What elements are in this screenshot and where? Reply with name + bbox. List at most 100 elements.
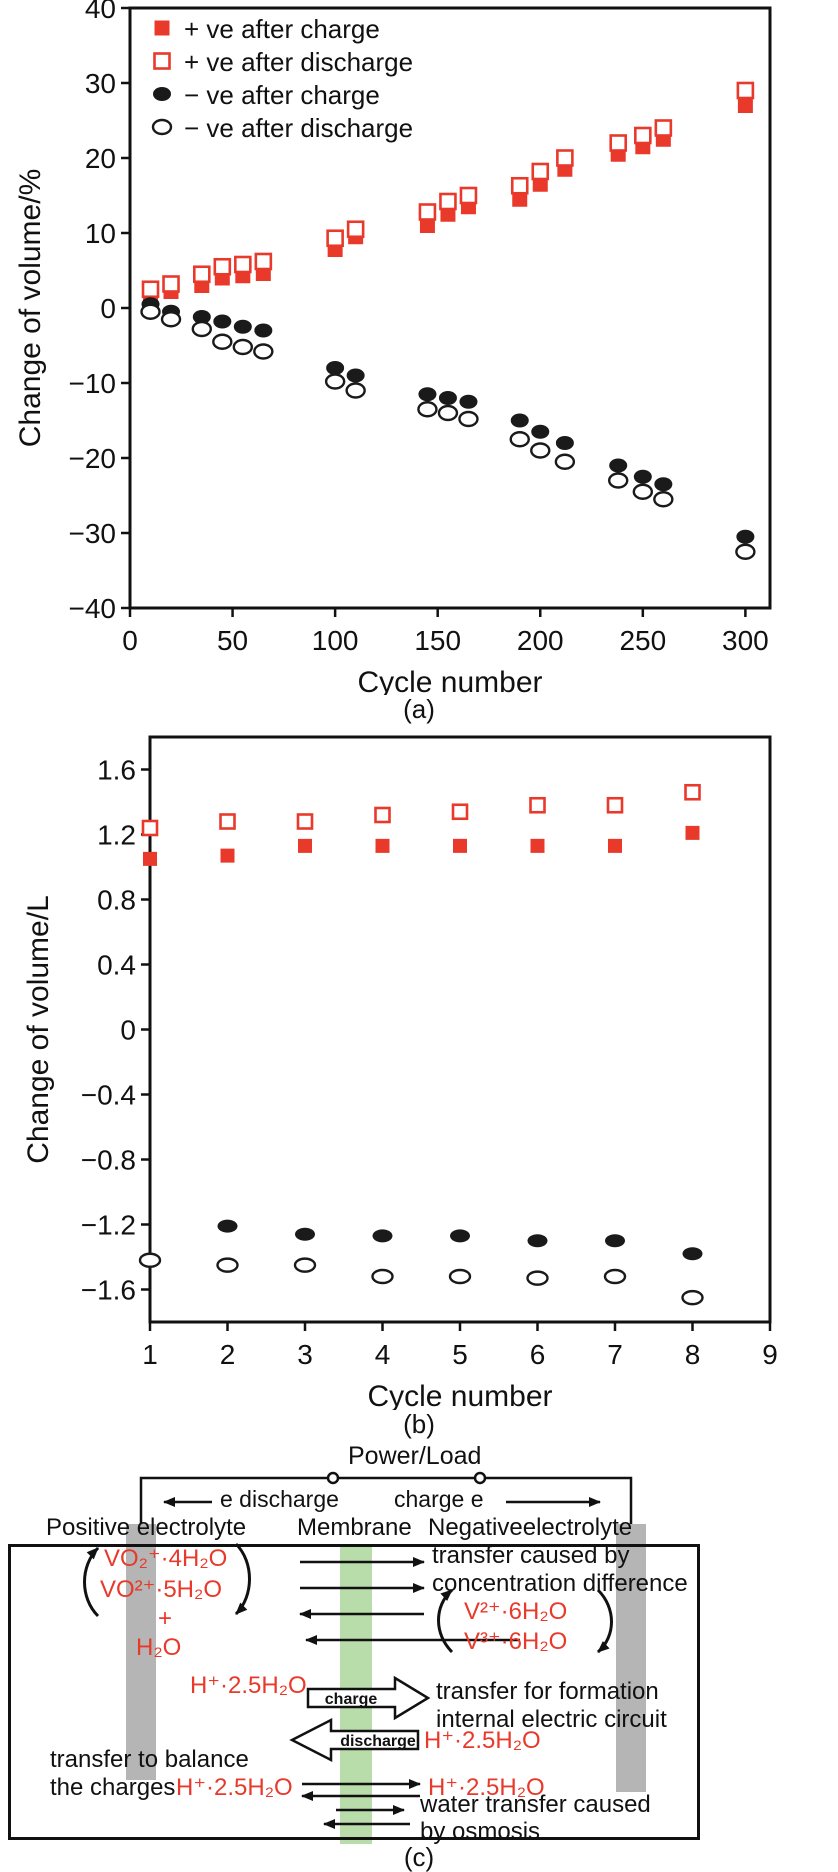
y-tick-label: −30 [69,518,117,549]
data-point [438,391,457,405]
data-point [531,162,550,181]
data-point [219,813,236,830]
data-point [417,401,438,418]
proton-hydrate-charge: H⁺·2.5H₂O [190,1672,307,1699]
panel-b-chart: 1 2 3 4 5 6 7 8 9 −1.6 −1.2 −0.8 −0.4 0 0.4 0.8 1.2 1.6 Cy… [22,735,778,1410]
data-point [606,796,624,814]
diagram-arrows: charge discharge [83,1471,633,1829]
v2-6h2o-formula: V²⁺·6H₂O [464,1598,568,1625]
membrane-label: Membrane [297,1514,412,1541]
data-point [608,838,622,853]
panel-c: charge discharge Power/Load e discharge … [0,1440,838,1872]
y-axis-title: Change of volume/% [14,169,47,448]
data-point [532,176,548,192]
legend-label: + ve after discharge [184,47,413,77]
panel-c-label: (c) [403,1842,435,1872]
data-point [439,192,457,211]
discharge-arrow-label: discharge [340,1733,416,1750]
y-tick-label: 0.4 [97,950,136,981]
data-point [681,1289,704,1306]
data-point [254,252,273,271]
data-point [191,320,212,338]
concentration-transfer-line1: transfer caused by [432,1542,630,1569]
y-tick-label: −40 [69,593,117,624]
data-point [654,477,673,492]
y-tick-label: −1.2 [81,1210,136,1241]
data-point [684,783,701,801]
data-point [685,825,700,840]
y-tick-label: −10 [69,368,117,399]
data-point [654,119,673,137]
panel-a: 0 50 100 150 200 250 300 −40 −30 −20 −10 0 10 20 30 40 C… [0,0,838,725]
y-tick-label: 0 [100,293,116,324]
x-tick-label: 2 [220,1339,236,1370]
data-point [346,220,365,239]
data-point [459,186,478,205]
circuit-wire [139,1476,633,1524]
data-point [437,404,459,422]
data-point [296,813,314,830]
data-point [212,333,233,350]
x-tick-label: 3 [297,1339,313,1370]
vo2-5h2o-formula: VO²⁺·5H₂O [100,1576,222,1603]
negative-electrolyte-label: Negativeelectrolyte [428,1514,633,1541]
data-point [554,453,576,470]
x-axis-title: Cycle number [367,1380,552,1410]
charge-e-label: charge e [394,1486,484,1512]
data-point [453,838,467,853]
data-point [510,176,529,195]
data-point [160,311,182,328]
balance-transfer-line2: the charges [50,1774,176,1801]
data-point [736,81,755,100]
vo2-4h2o-formula: VO₂⁺·4H₂O [104,1545,228,1572]
data-point [451,803,469,821]
panel-b-label: (b) [403,1409,435,1439]
proton-hydrate-balance-left: H⁺·2.5H₂O [176,1774,293,1801]
data-point [232,338,254,356]
data-point [419,218,435,233]
x-tick-label: 150 [414,625,461,656]
x-tick-label: 4 [375,1339,391,1370]
data-point [608,472,629,489]
data-point [151,118,173,136]
charge-arrow-label: charge [325,1691,378,1708]
legend-label: + ve after charge [184,14,380,44]
data-point [233,319,252,334]
wire-terminal-left [326,1471,340,1485]
formation-transfer-line2: internal electric circuit [436,1706,667,1733]
data-point [375,838,390,853]
x-tick-label: 100 [312,625,359,656]
x-tick-label: 200 [517,625,564,656]
y-tick-label: 40 [85,0,116,24]
data-point [510,413,529,428]
v3-6h2o-formula: V³⁺·6H₂O [464,1628,568,1655]
data-point [458,410,479,428]
data-point [346,368,365,383]
e-discharge-label: e discharge [220,1486,339,1512]
wire-terminal-right [473,1471,487,1485]
data-point [634,126,652,145]
osmosis-transfer-line1: water transfer caused [420,1791,651,1818]
legend-label: − ve after discharge [184,113,413,143]
data-point [374,806,391,824]
balance-transfer-line1: transfer to balance [50,1746,249,1773]
data-point [440,206,456,222]
data-point [633,469,652,484]
data-point [138,1252,162,1268]
panel-a-label: (a) [403,694,435,724]
y-tick-label: −0.8 [81,1145,136,1176]
x-tick-label: 6 [530,1339,546,1370]
data-point [326,361,345,375]
data-point [298,838,312,853]
data-point [459,394,478,409]
x-tick-label: 1 [142,1339,158,1370]
data-point [527,1234,548,1248]
x-tick-label: 250 [619,625,666,656]
cycle-arrow-right-positive [234,1542,251,1616]
data-point [154,20,170,36]
cell-outline [8,1544,700,1840]
data-point [526,1270,549,1286]
plus-sign: + [158,1605,173,1632]
panel-b: 1 2 3 4 5 6 7 8 9 −1.6 −1.2 −0.8 −0.4 0 0.4 0.8 1.2 1.6 Cy… [0,725,838,1440]
data-point [372,1229,393,1243]
